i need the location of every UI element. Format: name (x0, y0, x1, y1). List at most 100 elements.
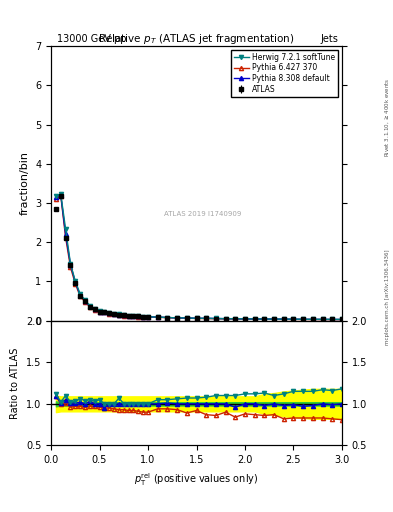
Pythia 8.308 default (194, 315, 199, 322)
X-axis label: $p_{\mathrm{T}}^{\mathrm{rel}}$ (positive values only): $p_{\mathrm{T}}^{\mathrm{rel}}$ (positiv… (134, 471, 259, 487)
Herwig 7.2.1 softTune (252, 316, 257, 322)
Pythia 8.308 default (53, 194, 58, 200)
Pythia 6.427 370 (281, 316, 286, 323)
Pythia 6.427 370 (97, 309, 102, 315)
Herwig 7.2.1 softTune (68, 261, 73, 267)
Pythia 6.427 370 (252, 316, 257, 322)
Pythia 6.427 370 (68, 264, 73, 270)
Pythia 6.427 370 (155, 314, 160, 321)
Pythia 8.308 default (78, 292, 83, 298)
Pythia 6.427 370 (223, 316, 228, 322)
Pythia 8.308 default (223, 315, 228, 322)
Pythia 6.427 370 (78, 293, 83, 300)
Line: Herwig 7.2.1 softTune: Herwig 7.2.1 softTune (54, 193, 344, 322)
Text: 13000 GeV pp: 13000 GeV pp (57, 34, 127, 44)
Pythia 8.308 default (204, 315, 209, 322)
Pythia 6.427 370 (165, 315, 170, 321)
Herwig 7.2.1 softTune (102, 309, 107, 315)
Herwig 7.2.1 softTune (184, 315, 189, 321)
Pythia 8.308 default (320, 316, 325, 323)
Herwig 7.2.1 softTune (242, 316, 247, 322)
Text: Rivet 3.1.10, $\geq$400k events: Rivet 3.1.10, $\geq$400k events (383, 78, 391, 157)
Herwig 7.2.1 softTune (107, 310, 112, 316)
Pythia 6.427 370 (121, 312, 126, 318)
Herwig 7.2.1 softTune (112, 311, 116, 317)
Pythia 8.308 default (281, 316, 286, 322)
Text: mcplots.cern.ch [arXiv:1306.3436]: mcplots.cern.ch [arXiv:1306.3436] (385, 249, 389, 345)
Herwig 7.2.1 softTune (262, 316, 267, 322)
Herwig 7.2.1 softTune (204, 315, 209, 322)
Pythia 6.427 370 (233, 316, 238, 322)
Pythia 6.427 370 (262, 316, 267, 322)
Pythia 6.427 370 (146, 314, 151, 320)
Herwig 7.2.1 softTune (233, 315, 238, 322)
Herwig 7.2.1 softTune (117, 311, 121, 317)
Herwig 7.2.1 softTune (330, 316, 334, 323)
Pythia 8.308 default (92, 306, 97, 312)
Pythia 8.308 default (310, 316, 315, 323)
Y-axis label: fraction/bin: fraction/bin (20, 152, 29, 216)
Y-axis label: Ratio to ATLAS: Ratio to ATLAS (11, 347, 20, 419)
Pythia 8.308 default (112, 311, 116, 317)
Pythia 6.427 370 (73, 281, 78, 287)
Legend: Herwig 7.2.1 softTune, Pythia 6.427 370, Pythia 8.308 default, ATLAS: Herwig 7.2.1 softTune, Pythia 6.427 370,… (231, 50, 338, 97)
Pythia 6.427 370 (320, 316, 325, 323)
Pythia 6.427 370 (272, 316, 276, 323)
Pythia 8.308 default (88, 303, 92, 309)
Pythia 8.308 default (121, 312, 126, 318)
Pythia 6.427 370 (301, 316, 305, 323)
Pythia 8.308 default (107, 310, 112, 316)
Line: Pythia 8.308 default: Pythia 8.308 default (54, 193, 344, 322)
Herwig 7.2.1 softTune (97, 308, 102, 314)
Pythia 8.308 default (73, 279, 78, 285)
Pythia 6.427 370 (83, 298, 87, 305)
Pythia 8.308 default (97, 309, 102, 315)
Pythia 8.308 default (242, 316, 247, 322)
Pythia 8.308 default (136, 313, 141, 319)
Pythia 8.308 default (340, 316, 344, 323)
Pythia 6.427 370 (175, 315, 180, 321)
Herwig 7.2.1 softTune (194, 315, 199, 322)
Pythia 6.427 370 (340, 316, 344, 323)
Pythia 8.308 default (184, 315, 189, 321)
Herwig 7.2.1 softTune (281, 316, 286, 322)
Herwig 7.2.1 softTune (155, 314, 160, 320)
Line: Pythia 6.427 370: Pythia 6.427 370 (54, 194, 344, 322)
Pythia 6.427 370 (126, 313, 131, 319)
Pythia 8.308 default (141, 314, 145, 320)
Pythia 6.427 370 (310, 316, 315, 323)
Pythia 6.427 370 (194, 315, 199, 322)
Pythia 6.427 370 (291, 316, 296, 323)
Pythia 6.427 370 (242, 316, 247, 322)
Pythia 8.308 default (165, 314, 170, 321)
Text: Jets: Jets (321, 34, 339, 44)
Herwig 7.2.1 softTune (175, 315, 180, 321)
Herwig 7.2.1 softTune (146, 314, 151, 320)
Herwig 7.2.1 softTune (301, 316, 305, 323)
Pythia 6.427 370 (88, 304, 92, 310)
Pythia 8.308 default (117, 312, 121, 318)
Herwig 7.2.1 softTune (92, 306, 97, 312)
Pythia 8.308 default (330, 316, 334, 323)
Herwig 7.2.1 softTune (121, 312, 126, 318)
Pythia 6.427 370 (136, 314, 141, 320)
Herwig 7.2.1 softTune (223, 315, 228, 322)
Herwig 7.2.1 softTune (88, 303, 92, 309)
Pythia 8.308 default (155, 314, 160, 320)
Herwig 7.2.1 softTune (131, 313, 136, 319)
Pythia 6.427 370 (141, 314, 145, 320)
Pythia 8.308 default (301, 316, 305, 323)
Pythia 8.308 default (262, 316, 267, 322)
Pythia 8.308 default (213, 315, 218, 322)
Herwig 7.2.1 softTune (340, 316, 344, 323)
Pythia 6.427 370 (112, 311, 116, 317)
Pythia 8.308 default (233, 316, 238, 322)
Pythia 8.308 default (59, 192, 63, 198)
Pythia 6.427 370 (53, 196, 58, 202)
Herwig 7.2.1 softTune (213, 315, 218, 322)
Pythia 6.427 370 (117, 312, 121, 318)
Herwig 7.2.1 softTune (272, 316, 276, 322)
Pythia 6.427 370 (330, 316, 334, 323)
Pythia 6.427 370 (63, 234, 68, 241)
Pythia 8.308 default (146, 314, 151, 320)
